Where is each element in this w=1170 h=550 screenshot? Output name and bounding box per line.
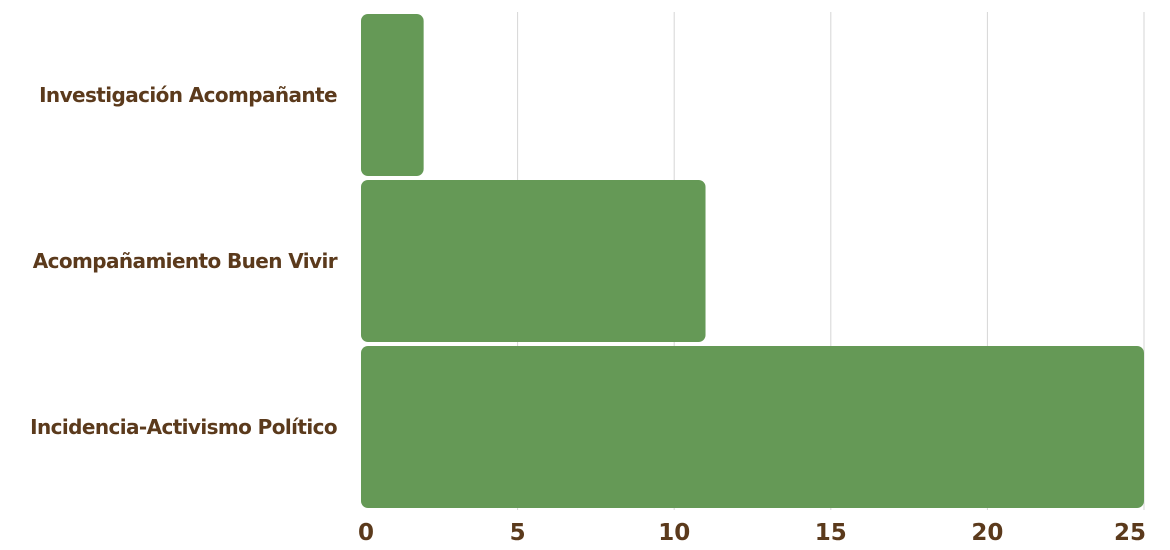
category-label: Investigación Acompañante: [39, 83, 337, 107]
x-tick-label: 0: [358, 520, 374, 546]
bars: [361, 14, 1144, 508]
x-tick-label: 10: [658, 520, 690, 546]
x-tick-label: 20: [971, 520, 1003, 546]
x-tick-label: 15: [815, 520, 847, 546]
x-tick-label: 25: [1114, 520, 1146, 546]
x-tick-label: 5: [510, 520, 526, 546]
bar-1: [361, 14, 424, 176]
category-labels: Investigación Acompañante Acompañamiento …: [30, 83, 338, 439]
bar-2: [361, 180, 706, 342]
category-label: Acompañamiento Buen Vivir: [33, 249, 338, 273]
bar-3: [361, 346, 1144, 508]
category-label: Incidencia-Activismo Político: [30, 415, 337, 439]
x-axis-tick-labels: 0 5 10 15 20 25: [358, 520, 1146, 546]
